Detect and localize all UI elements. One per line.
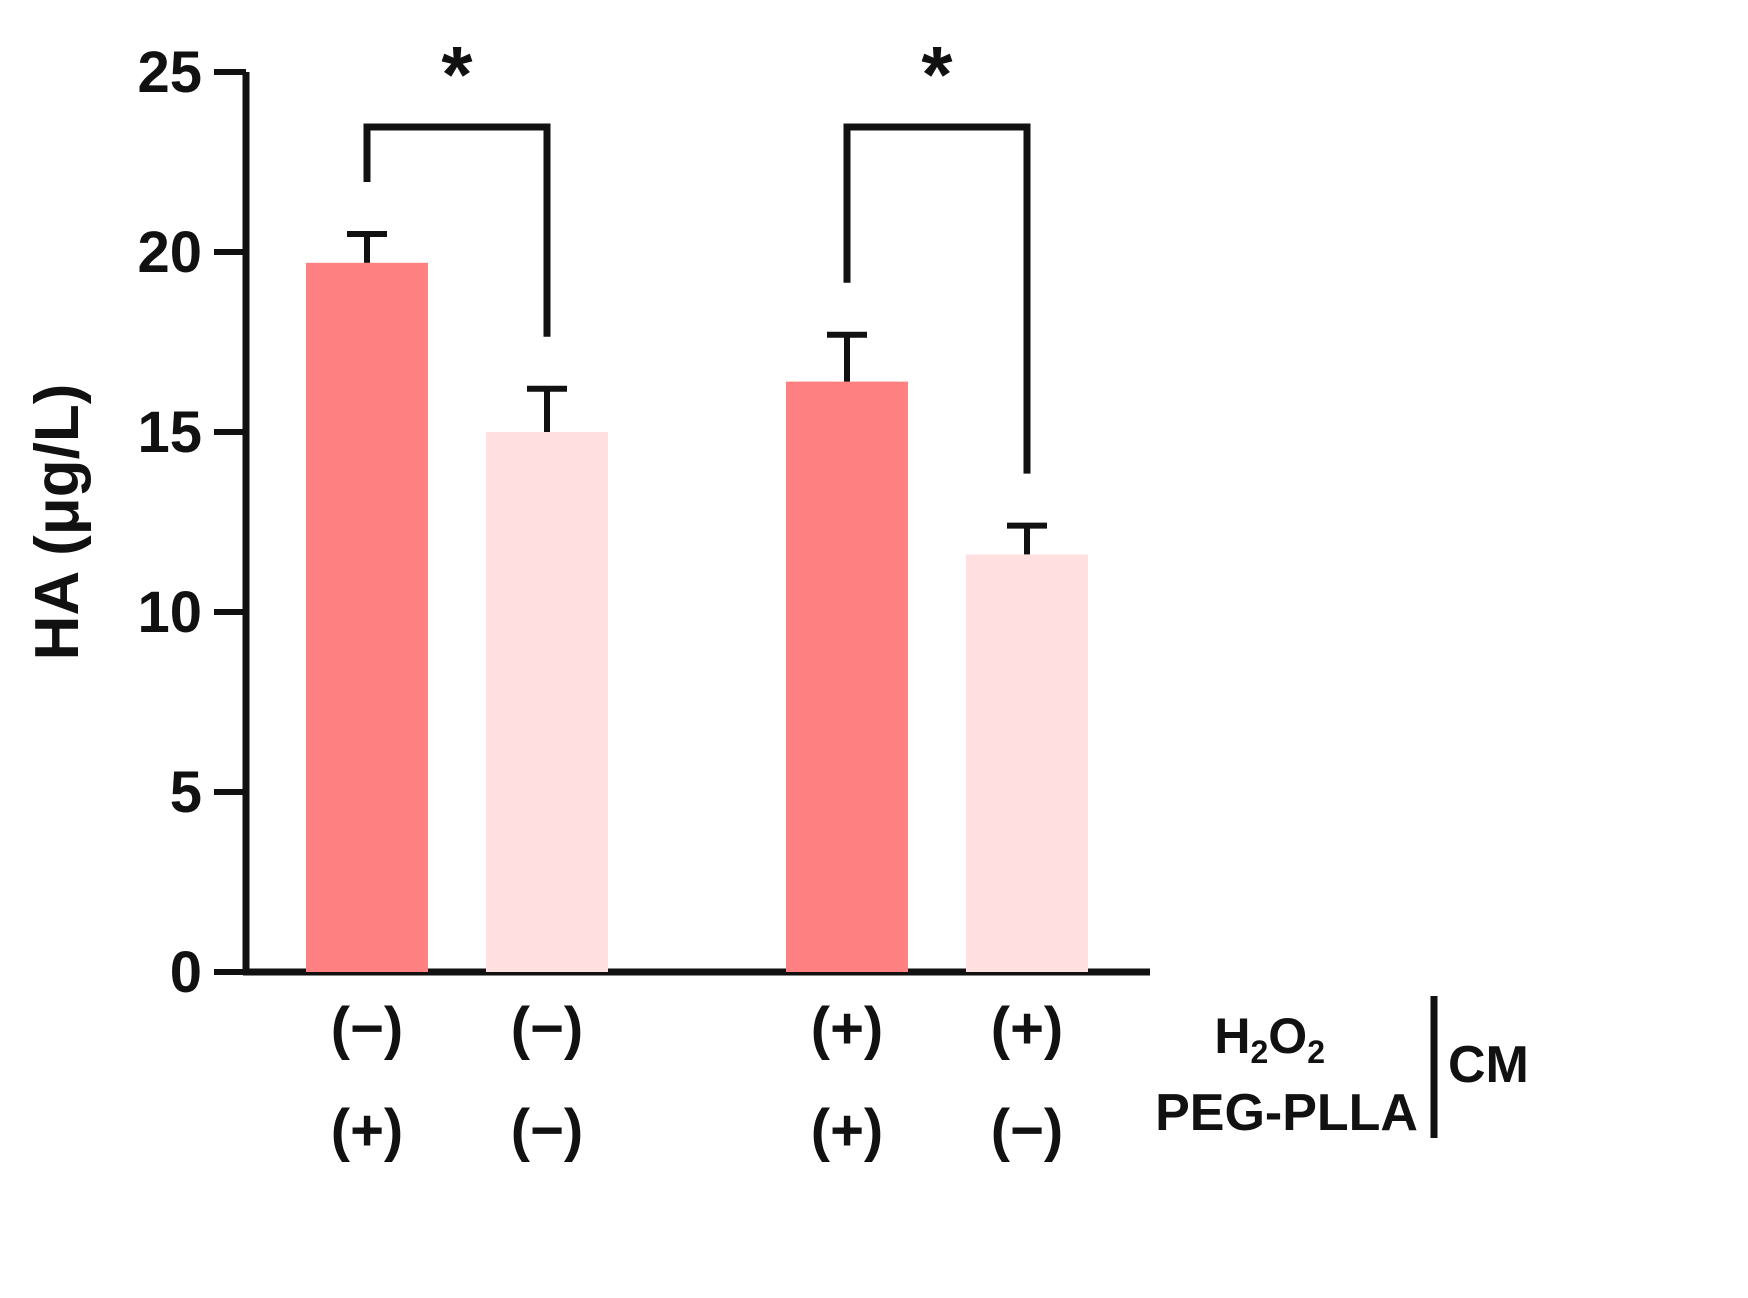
y-axis-label: HA (μg/L) (23, 384, 92, 661)
y-tick-label: 25 (137, 40, 202, 105)
h2o2-condition-label: (−) (331, 996, 404, 1061)
bar (486, 432, 608, 972)
significance-marker: * (921, 30, 953, 119)
peg-condition-label: (+) (811, 1098, 884, 1163)
peg-condition-label: (−) (511, 1098, 584, 1163)
peg-condition-label: (+) (331, 1098, 404, 1163)
bar (966, 554, 1088, 972)
significance-bracket (843, 123, 1031, 474)
peg-condition-label: (−) (991, 1098, 1064, 1163)
significance-brackets: * * (363, 30, 1031, 474)
subscript: 2 (1307, 1034, 1325, 1070)
group-label: CM (1448, 1036, 1529, 1094)
axes: 0 5 10 15 20 25 HA (μg/L) (23, 40, 1150, 1005)
formula-part: H (1214, 1008, 1250, 1064)
bar (306, 262, 428, 972)
h2o2-condition-label: (+) (991, 996, 1064, 1061)
h2o2-condition-label: (−) (511, 996, 584, 1061)
y-tick-label: 5 (170, 760, 202, 825)
subscript: 2 (1251, 1034, 1269, 1070)
bars (306, 231, 1088, 973)
peg-row-label: PEG-PLLA (1155, 1084, 1418, 1142)
significance-bracket (363, 123, 551, 337)
y-tick-label: 15 (137, 400, 202, 465)
y-tick-label: 20 (137, 220, 202, 285)
formula-part: O (1268, 1008, 1307, 1064)
bar (786, 381, 908, 973)
significance-marker: * (441, 30, 473, 119)
y-tick-label: 0 (170, 940, 202, 1005)
y-tick-label: 10 (137, 580, 202, 645)
h2o2-row-label: H2O2 (1214, 1008, 1325, 1070)
h2o2-condition-label: (+) (811, 996, 884, 1061)
